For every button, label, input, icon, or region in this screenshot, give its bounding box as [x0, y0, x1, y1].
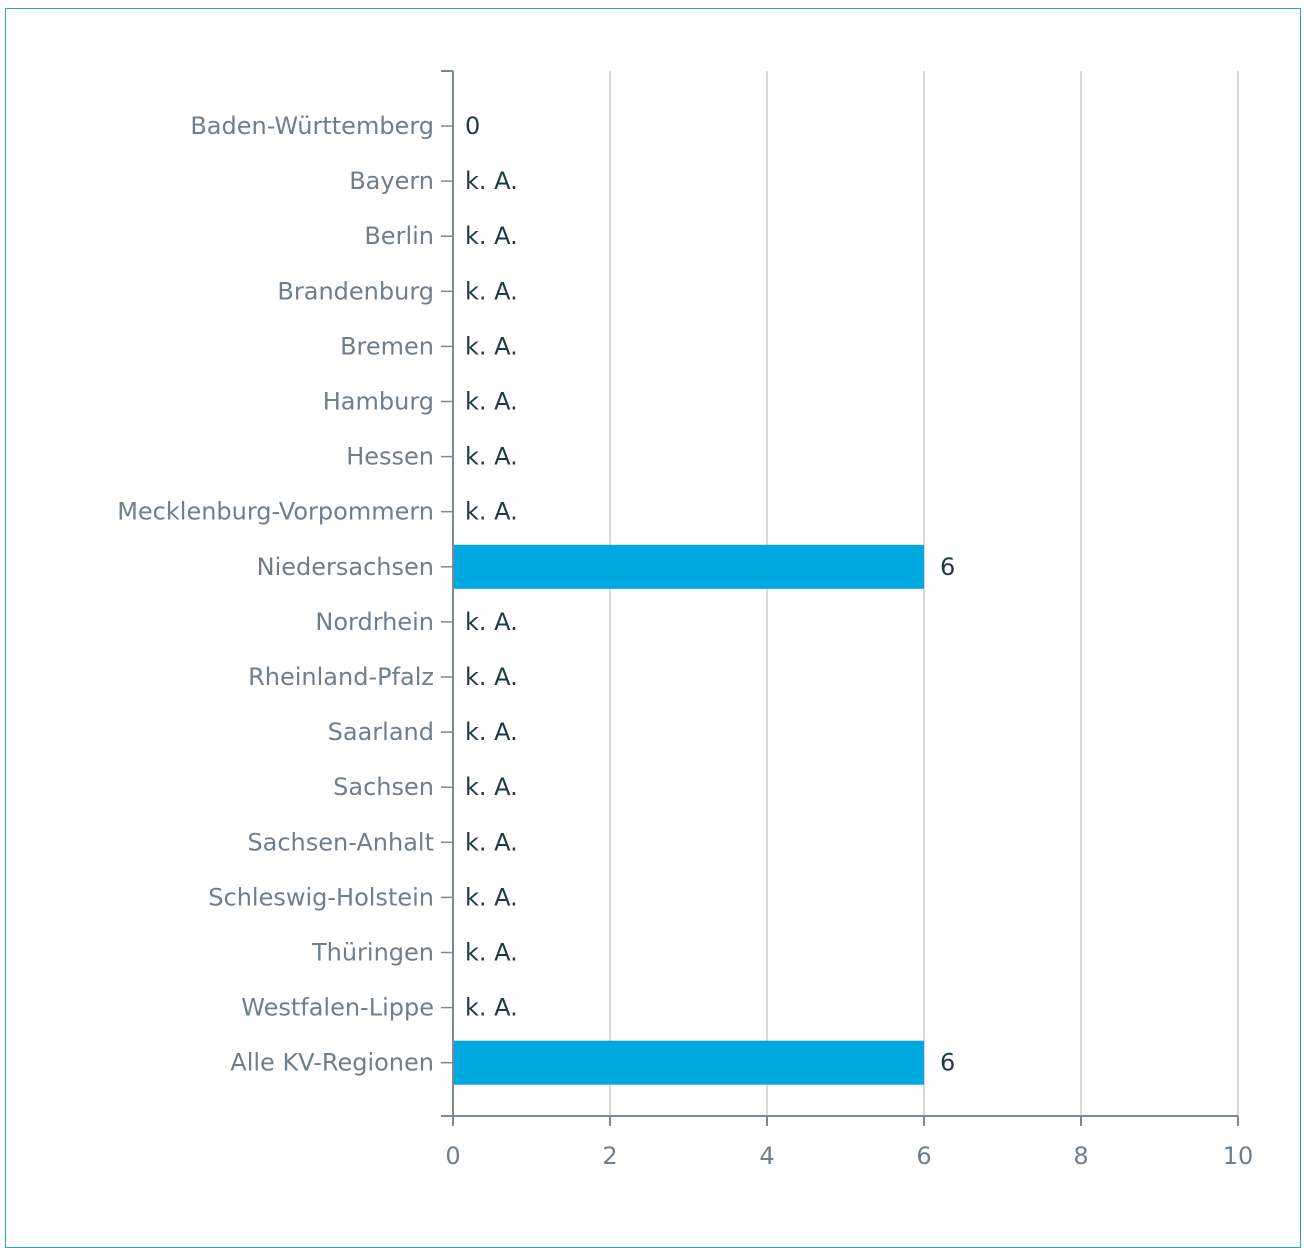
x-tick-label: 4	[759, 1142, 774, 1170]
x-tick-label: 6	[916, 1142, 931, 1170]
category-label: Westfalen-Lippe	[241, 994, 434, 1022]
category-label: Baden-Württemberg	[190, 112, 434, 140]
category-label: Sachsen-Anhalt	[247, 828, 434, 856]
data-label: k. A.	[465, 608, 518, 636]
data-label: 0	[465, 112, 480, 140]
data-label: k. A.	[465, 332, 518, 360]
category-label: Alle KV-Regionen	[230, 1049, 434, 1077]
data-label: 6	[940, 1049, 955, 1077]
category-label: Brandenburg	[277, 277, 434, 305]
data-label: k. A.	[465, 498, 518, 526]
category-label: Rheinland-Pfalz	[248, 663, 434, 691]
data-label: k. A.	[465, 663, 518, 691]
data-label: k. A.	[465, 277, 518, 305]
data-label: k. A.	[465, 939, 518, 967]
category-label: Bayern	[349, 167, 434, 195]
data-label: k. A.	[465, 828, 518, 856]
category-label: Schleswig-Holstein	[208, 883, 434, 911]
data-label: k. A.	[465, 388, 518, 416]
data-label: 6	[940, 553, 955, 581]
category-label: Niedersachsen	[257, 553, 434, 581]
category-label: Thüringen	[311, 939, 434, 967]
x-tick-label: 2	[602, 1142, 617, 1170]
category-label: Nordrhein	[315, 608, 434, 636]
category-label: Saarland	[328, 718, 434, 746]
x-tick-label: 0	[445, 1142, 460, 1170]
category-label: Bremen	[340, 332, 434, 360]
data-label: k. A.	[465, 773, 518, 801]
data-label: k. A.	[465, 883, 518, 911]
x-tick-label: 8	[1073, 1142, 1088, 1170]
category-label: Berlin	[364, 222, 434, 250]
x-tick-label: 10	[1223, 1142, 1254, 1170]
data-label: k. A.	[465, 222, 518, 250]
data-label: k. A.	[465, 994, 518, 1022]
data-label: k. A.	[465, 718, 518, 746]
category-label: Hessen	[346, 443, 434, 471]
data-label: k. A.	[465, 443, 518, 471]
category-label: Mecklenburg-Vorpommern	[117, 498, 434, 526]
data-label: k. A.	[465, 167, 518, 195]
category-label: Sachsen	[333, 773, 434, 801]
bar	[453, 544, 924, 589]
category-label: Hamburg	[323, 388, 434, 416]
bar	[453, 1040, 924, 1085]
